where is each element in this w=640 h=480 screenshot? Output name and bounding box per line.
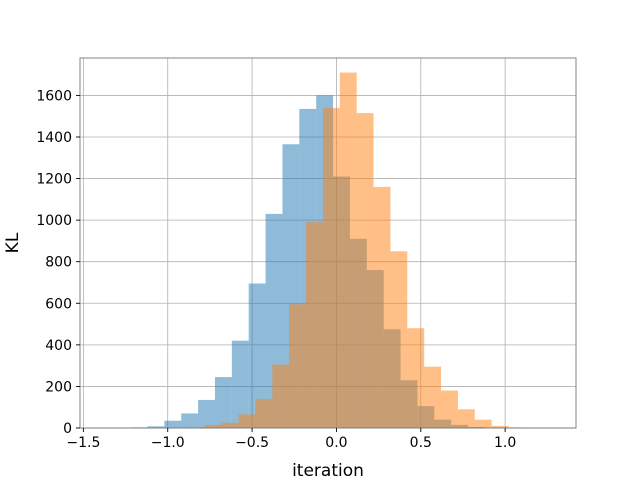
histogram-bar-series-1 bbox=[198, 399, 215, 428]
x-tick-label: 0.5 bbox=[410, 435, 432, 451]
histogram-bar-series-1 bbox=[248, 283, 266, 428]
histogram-bar-series-2 bbox=[306, 222, 323, 428]
y-tick-label: 400 bbox=[45, 338, 72, 354]
y-tick-label: 800 bbox=[45, 255, 72, 271]
histogram-bar-series-2 bbox=[407, 328, 425, 428]
x-tick-label: −1.0 bbox=[151, 435, 185, 451]
histogram-bar-series-1 bbox=[164, 420, 182, 428]
histogram-bar-series-2 bbox=[373, 186, 391, 428]
histogram-bar-series-2 bbox=[390, 251, 408, 428]
histogram-bar-series-1 bbox=[214, 377, 232, 428]
histogram-bar-series-2 bbox=[238, 414, 256, 428]
histogram-bar-series-2 bbox=[474, 419, 492, 428]
histogram-bar-series-2 bbox=[457, 409, 475, 428]
histogram-bar-series-2 bbox=[322, 107, 340, 429]
histogram-bar-series-1 bbox=[181, 413, 199, 428]
histogram-bar-series-2 bbox=[441, 390, 458, 428]
histogram-bar-series-2 bbox=[356, 113, 374, 429]
x-axis-label: iteration bbox=[292, 461, 364, 480]
x-tick-label: 1.0 bbox=[494, 435, 516, 451]
y-tick-label: 600 bbox=[45, 296, 72, 312]
histogram-bar-series-2 bbox=[204, 424, 222, 428]
histogram-bar-series-1 bbox=[231, 340, 249, 428]
y-tick-label: 1400 bbox=[36, 130, 72, 146]
y-axis-label: KL bbox=[3, 232, 23, 253]
histogram-bar-series-2 bbox=[289, 304, 307, 428]
x-tick-label: −0.5 bbox=[235, 435, 269, 451]
histogram-bar-series-2 bbox=[255, 398, 273, 428]
ticks-layer: −1.5 −1.0 −0.5 0.0 0.5 1.0 0 200 400 600 800 1000 12… bbox=[36, 88, 516, 451]
histogram-bar-series-2 bbox=[491, 425, 509, 428]
histogram-bar-series-1 bbox=[147, 426, 165, 428]
histogram-bar-series-2 bbox=[272, 364, 290, 428]
y-tick-label: 0 bbox=[63, 421, 72, 437]
x-tick-label: −1.5 bbox=[66, 435, 100, 451]
y-tick-label: 1200 bbox=[36, 172, 72, 188]
bars-layer bbox=[130, 72, 570, 429]
histogram-bar-series-2 bbox=[424, 366, 442, 428]
x-tick-label: 0.0 bbox=[325, 435, 347, 451]
plot-frame bbox=[79, 57, 577, 429]
histogram-bar-series-2 bbox=[221, 422, 239, 428]
histogram-bar-series-2 bbox=[339, 72, 357, 428]
y-tick-label: 200 bbox=[45, 379, 72, 395]
y-tick-label: 1600 bbox=[36, 88, 72, 104]
y-tick-label: 1000 bbox=[36, 213, 72, 229]
